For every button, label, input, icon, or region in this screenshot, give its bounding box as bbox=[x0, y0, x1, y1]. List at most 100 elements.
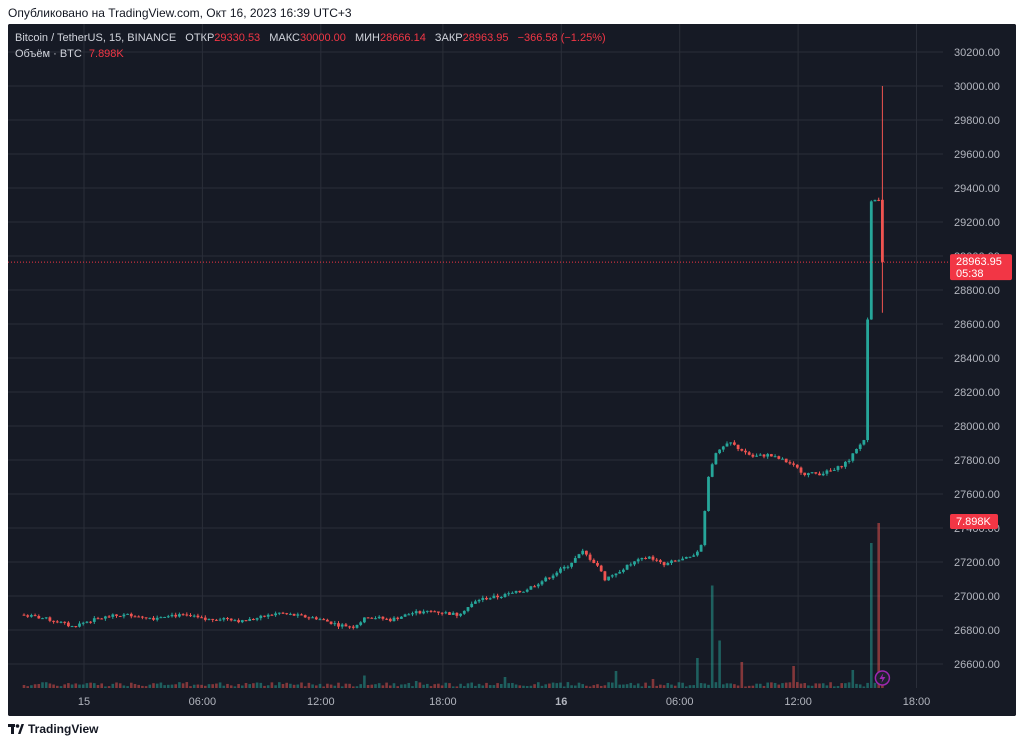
candle-body[interactable] bbox=[525, 589, 529, 592]
candle-body[interactable] bbox=[770, 454, 773, 457]
candle-body[interactable] bbox=[733, 442, 736, 445]
candle-body[interactable] bbox=[381, 616, 385, 619]
candle-body[interactable] bbox=[503, 594, 507, 597]
candle-body[interactable] bbox=[673, 560, 677, 562]
candle-body[interactable] bbox=[729, 442, 733, 444]
candle-body[interactable] bbox=[647, 556, 651, 559]
candle-body[interactable] bbox=[440, 612, 444, 614]
candle-body[interactable] bbox=[792, 463, 795, 465]
candle-body[interactable] bbox=[659, 560, 662, 563]
candle-body[interactable] bbox=[96, 618, 100, 620]
candle-body[interactable] bbox=[481, 597, 485, 600]
candle-body[interactable] bbox=[496, 595, 499, 598]
candle-body[interactable] bbox=[684, 556, 688, 559]
candle-body[interactable] bbox=[622, 569, 625, 572]
candle-body[interactable] bbox=[636, 559, 640, 562]
candle-body[interactable] bbox=[226, 618, 229, 620]
candle-body[interactable] bbox=[33, 615, 37, 617]
candle-body[interactable] bbox=[122, 614, 126, 617]
candle-body[interactable] bbox=[625, 564, 629, 570]
candle-body[interactable] bbox=[740, 449, 744, 451]
candle-body[interactable] bbox=[710, 464, 714, 477]
candle-body[interactable] bbox=[211, 618, 215, 620]
candle-body[interactable] bbox=[163, 616, 166, 618]
candle-body[interactable] bbox=[126, 613, 129, 615]
candle-body[interactable] bbox=[63, 621, 67, 623]
candle-body[interactable] bbox=[152, 617, 155, 620]
candle-body[interactable] bbox=[721, 446, 725, 450]
candle-body[interactable] bbox=[474, 601, 477, 604]
candle-body[interactable] bbox=[233, 620, 237, 622]
candle-body[interactable] bbox=[144, 617, 148, 619]
candle-body[interactable] bbox=[281, 612, 285, 614]
candle-body[interactable] bbox=[548, 577, 551, 579]
candle-body[interactable] bbox=[292, 613, 296, 616]
candle-body[interactable] bbox=[799, 467, 803, 473]
candle-body[interactable] bbox=[633, 561, 636, 565]
candle-body[interactable] bbox=[366, 617, 370, 619]
candle-body[interactable] bbox=[511, 592, 514, 594]
candle-body[interactable] bbox=[640, 557, 644, 560]
candle-body[interactable] bbox=[866, 319, 869, 441]
candle-body[interactable] bbox=[351, 626, 355, 628]
candle-body[interactable] bbox=[300, 614, 303, 616]
candle-body[interactable] bbox=[115, 614, 118, 616]
candle-body[interactable] bbox=[174, 614, 178, 617]
candle-body[interactable] bbox=[518, 590, 522, 593]
candle-body[interactable] bbox=[48, 617, 52, 621]
candle-body[interactable] bbox=[781, 458, 784, 460]
candle-body[interactable] bbox=[189, 615, 192, 617]
candle-body[interactable] bbox=[392, 617, 396, 622]
candle-body[interactable] bbox=[78, 623, 81, 627]
candle-body[interactable] bbox=[240, 620, 244, 623]
candle-body[interactable] bbox=[137, 616, 141, 618]
candle-body[interactable] bbox=[59, 621, 63, 623]
candle-body[interactable] bbox=[570, 562, 573, 567]
candle-body[interactable] bbox=[629, 564, 633, 566]
candle-body[interactable] bbox=[444, 612, 448, 614]
candle-body[interactable] bbox=[185, 614, 189, 616]
candle-body[interactable] bbox=[803, 472, 807, 476]
candle-body[interactable] bbox=[747, 452, 751, 455]
candle-body[interactable] bbox=[599, 565, 603, 572]
candle-body[interactable] bbox=[52, 620, 55, 622]
candle-body[interactable] bbox=[485, 597, 488, 600]
candle-body[interactable] bbox=[159, 617, 163, 619]
candle-body[interactable] bbox=[707, 476, 710, 512]
candle-body[interactable] bbox=[344, 624, 348, 627]
candle-body[interactable] bbox=[585, 550, 588, 555]
candle-body[interactable] bbox=[289, 613, 292, 615]
chart-panel[interactable]: 26600.0026800.0027000.0027200.0027400.00… bbox=[8, 24, 1016, 716]
candle-body[interactable] bbox=[270, 614, 274, 616]
candle-body[interactable] bbox=[610, 575, 614, 577]
candle-body[interactable] bbox=[222, 618, 226, 620]
candle-body[interactable] bbox=[418, 611, 422, 614]
candle-body[interactable] bbox=[784, 458, 788, 463]
candle-body[interactable] bbox=[644, 557, 647, 559]
candle-body[interactable] bbox=[107, 616, 111, 618]
candle-body[interactable] bbox=[22, 614, 26, 616]
candle-body[interactable] bbox=[451, 612, 455, 615]
candle-body[interactable] bbox=[166, 616, 170, 618]
candle-body[interactable] bbox=[403, 614, 407, 617]
candle-body[interactable] bbox=[429, 610, 433, 612]
candle-body[interactable] bbox=[499, 596, 503, 598]
candle-body[interactable] bbox=[836, 466, 840, 470]
candle-body[interactable] bbox=[858, 444, 862, 449]
candle-body[interactable] bbox=[844, 461, 847, 467]
candle-body[interactable] bbox=[477, 599, 481, 602]
candle-body[interactable] bbox=[92, 618, 96, 622]
candle-body[interactable] bbox=[215, 619, 218, 621]
candle-body[interactable] bbox=[277, 612, 281, 614]
candle-body[interactable] bbox=[433, 611, 437, 613]
candle-body[interactable] bbox=[788, 462, 792, 464]
candle-body[interactable] bbox=[666, 563, 670, 566]
candle-body[interactable] bbox=[651, 556, 655, 560]
candle-body[interactable] bbox=[821, 473, 825, 476]
candle-body[interactable] bbox=[751, 454, 755, 457]
candlestick-chart[interactable]: 26600.0026800.0027000.0027200.0027400.00… bbox=[8, 24, 1016, 716]
candle-body[interactable] bbox=[795, 464, 799, 468]
candle-body[interactable] bbox=[307, 617, 311, 619]
symbol-title[interactable]: Bitcoin / TetherUS, 15, BINANCE bbox=[15, 32, 177, 44]
candle-body[interactable] bbox=[592, 559, 596, 564]
